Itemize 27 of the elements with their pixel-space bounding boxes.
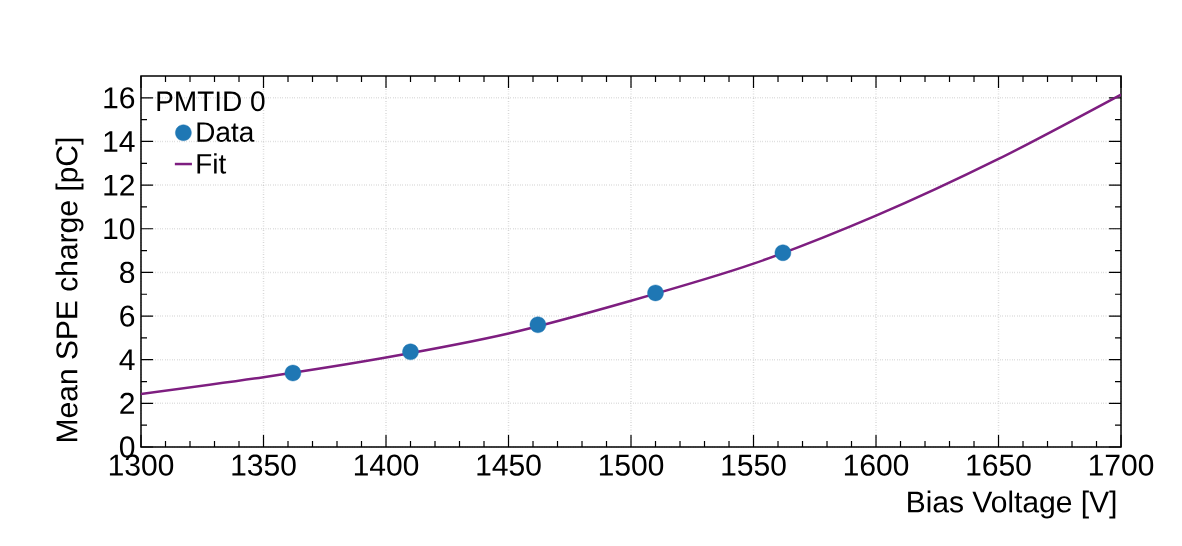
- point: [647, 284, 664, 302]
- y-tick-label: 12: [104, 174, 134, 196]
- y-tick-label: 8: [120, 261, 135, 284]
- x-tick-label: 1650: [967, 454, 1031, 476]
- x-tick-label: 1550: [722, 454, 786, 476]
- point: [402, 343, 419, 361]
- legend-title: PMTID 0: [157, 91, 265, 112]
- y-tick-label: 16: [104, 87, 135, 109]
- legend-label: Fit: [197, 153, 227, 174]
- x-tick-label: 1500: [599, 454, 664, 476]
- point: [774, 244, 792, 261]
- line-series: [141, 93, 1122, 396]
- x-tick-label: 1600: [844, 454, 909, 476]
- y-tick-label: 6: [120, 305, 135, 327]
- y-axis-title: Mean SPE charge [pC]: [55, 138, 84, 441]
- x-tick-label: 1350: [232, 454, 296, 476]
- legend-label: Data: [197, 122, 255, 142]
- x-tick-label: 1450: [477, 454, 541, 476]
- x-tick-label: 1700: [1089, 454, 1154, 476]
- x-axis-title: Bias Voltage [V]: [908, 490, 1116, 519]
- point: [529, 316, 547, 333]
- y-tick-label: 14: [104, 131, 135, 152]
- y-tick-label: 2: [120, 392, 134, 414]
- y-tick-label: 10: [104, 218, 135, 240]
- point: [284, 364, 302, 382]
- x-tick-label: 1400: [354, 454, 419, 476]
- y-tick-label: 4: [119, 349, 135, 371]
